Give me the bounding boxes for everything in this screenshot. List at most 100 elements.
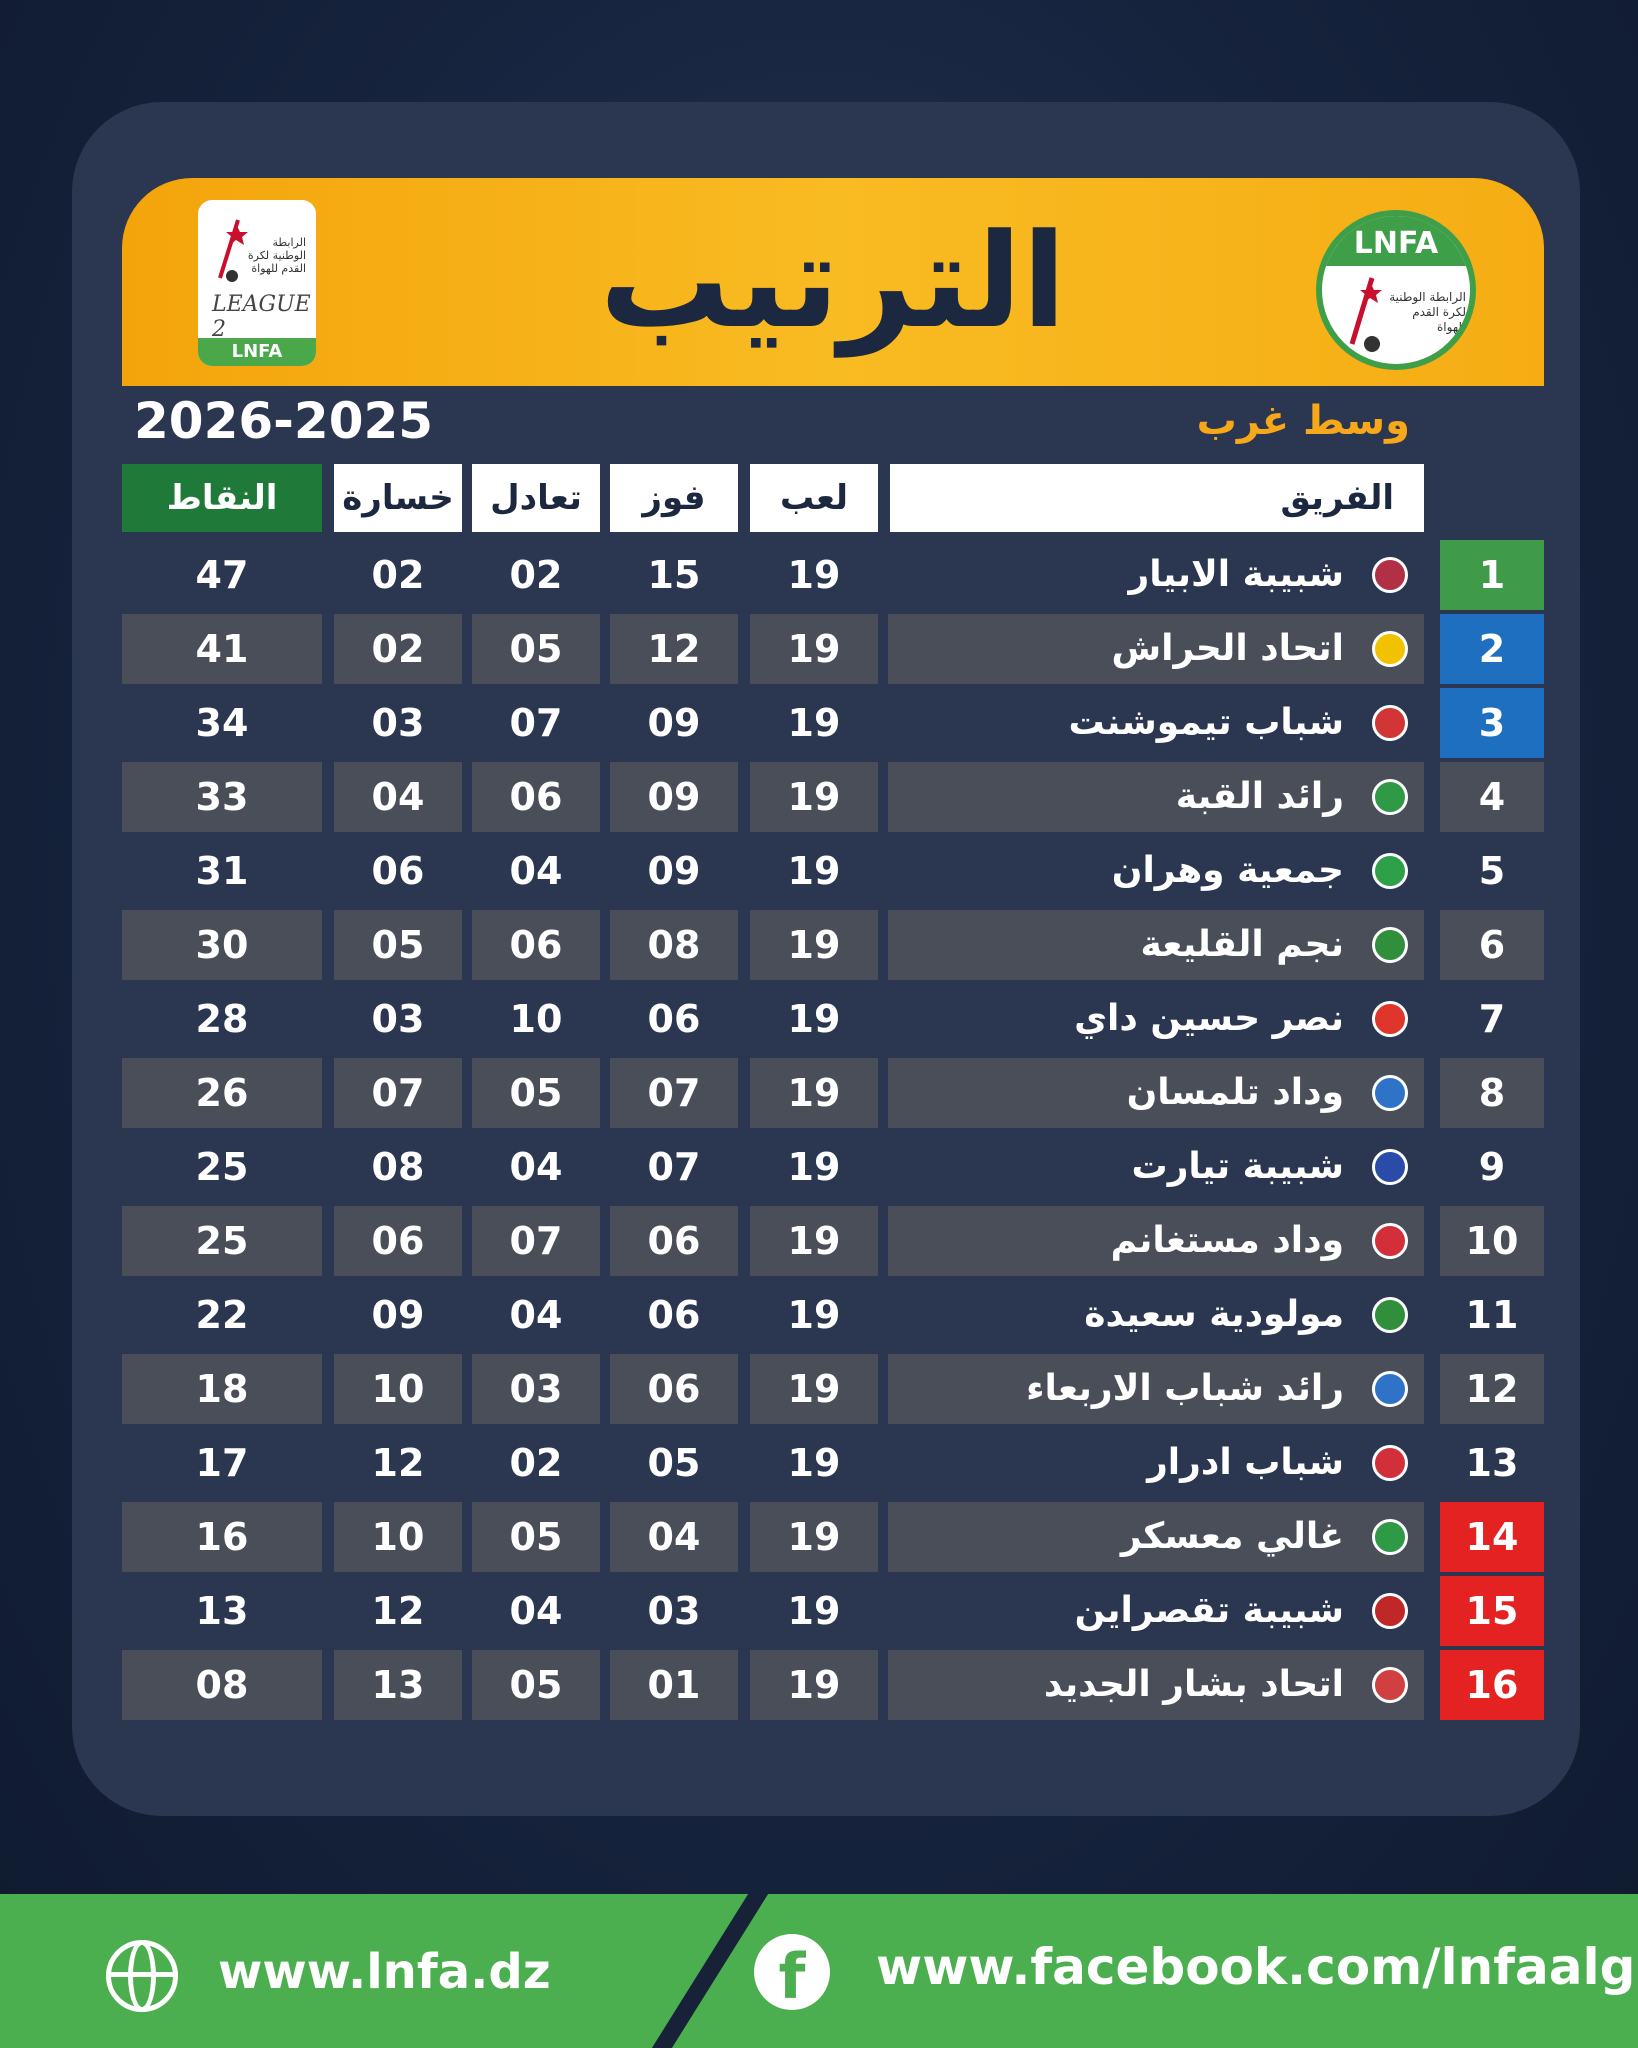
- drawn-cell: 02: [509, 1441, 563, 1485]
- played-cell: 19: [750, 910, 878, 980]
- played-cell: 19: [750, 1502, 878, 1572]
- points-cell: 16: [122, 1502, 322, 1572]
- won-cell: 06: [610, 1206, 738, 1276]
- points-cell: 25: [195, 1145, 249, 1189]
- table-row: 33 04 06 09 19 رائد القبة 4: [0, 762, 1638, 832]
- played-cell: 19: [787, 1441, 841, 1485]
- team-crest-icon: [1372, 631, 1408, 667]
- rank-cell: 2: [1440, 614, 1544, 684]
- team-crest-icon: [1372, 1149, 1408, 1185]
- points-cell: 47: [195, 553, 249, 597]
- region-label: وسط غرب: [1196, 398, 1410, 444]
- won-cell: 08: [610, 910, 738, 980]
- played-cell: 19: [787, 849, 841, 893]
- table-row: 16 10 05 04 19 غالي معسكر 14: [0, 1502, 1638, 1572]
- header-lost: خسارة: [334, 464, 462, 532]
- played-cell: 19: [750, 1206, 878, 1276]
- table-row: 47 02 02 15 19 شبيبة الابيار 1: [0, 540, 1638, 610]
- points-cell: 41: [122, 614, 322, 684]
- drawn-cell: 02: [509, 553, 563, 597]
- season-label: 2026-2025: [134, 392, 434, 450]
- team-name-cell: شبيبة تيارت: [1131, 1146, 1344, 1187]
- points-cell: 34: [195, 701, 249, 745]
- rank-cell: 1: [1440, 540, 1544, 610]
- team-name-cell: مولودية سعيدة: [1084, 1294, 1344, 1335]
- played-cell: 19: [750, 1058, 878, 1128]
- team-crest-icon: [1372, 927, 1408, 963]
- table-row: 25 08 04 07 19 شبيبة تيارت 9: [0, 1132, 1638, 1202]
- team-name-cell: شبيبة الابيار: [1128, 554, 1344, 595]
- played-cell: 19: [787, 1589, 841, 1633]
- won-cell: 07: [647, 1145, 701, 1189]
- drawn-cell: 05: [472, 614, 600, 684]
- drawn-cell: 04: [509, 1589, 563, 1633]
- won-cell: 07: [610, 1058, 738, 1128]
- header-won: فوز: [610, 464, 738, 532]
- lost-cell: 02: [334, 614, 462, 684]
- drawn-cell: 05: [472, 1650, 600, 1720]
- team-name-cell: رائد القبة: [888, 762, 1424, 832]
- team-name-cell: نجم القليعة: [888, 910, 1424, 980]
- drawn-cell: 07: [509, 701, 563, 745]
- drawn-cell: 10: [509, 997, 563, 1041]
- rank-cell: 13: [1465, 1441, 1519, 1485]
- team-name-cell: شبيبة تقصراين: [1074, 1590, 1344, 1631]
- drawn-cell: 04: [509, 849, 563, 893]
- lost-cell: 10: [334, 1502, 462, 1572]
- lost-cell: 10: [334, 1354, 462, 1424]
- team-name-cell: شباب تيموشنت: [1068, 702, 1344, 743]
- team-crest-icon: [1372, 1223, 1408, 1259]
- facebook-link[interactable]: www.facebook.com/lnfaalg: [876, 1938, 1636, 1996]
- rank-cell: 10: [1440, 1206, 1544, 1276]
- league2-sub: LNFA: [198, 338, 316, 366]
- lost-cell: 12: [371, 1441, 425, 1485]
- lost-cell: 04: [334, 762, 462, 832]
- won-cell: 09: [610, 762, 738, 832]
- team-name-cell: نصر حسين داي: [1074, 998, 1344, 1039]
- points-cell: 26: [122, 1058, 322, 1128]
- points-cell: 13: [195, 1589, 249, 1633]
- lost-cell: 03: [371, 997, 425, 1041]
- team-crest-icon: [1372, 853, 1408, 889]
- played-cell: 19: [750, 1354, 878, 1424]
- table-row: 30 05 06 08 19 نجم القليعة 6: [0, 910, 1638, 980]
- website-link[interactable]: www.lnfa.dz: [218, 1944, 551, 2000]
- won-cell: 04: [610, 1502, 738, 1572]
- points-cell: 28: [195, 997, 249, 1041]
- lost-cell: 13: [334, 1650, 462, 1720]
- drawn-cell: 06: [472, 762, 600, 832]
- played-cell: 19: [750, 1650, 878, 1720]
- drawn-cell: 05: [472, 1502, 600, 1572]
- lost-cell: 05: [334, 910, 462, 980]
- drawn-cell: 04: [509, 1293, 563, 1337]
- points-cell: 30: [122, 910, 322, 980]
- table-row: 28 03 10 06 19 نصر حسين داي 7: [0, 984, 1638, 1054]
- points-cell: 18: [122, 1354, 322, 1424]
- team-name-cell: اتحاد الحراش: [888, 614, 1424, 684]
- team-name-cell: رائد شباب الاربعاء: [888, 1354, 1424, 1424]
- lost-cell: 07: [334, 1058, 462, 1128]
- rank-cell: 15: [1440, 1576, 1544, 1646]
- rank-cell: 8: [1440, 1058, 1544, 1128]
- rank-cell: 14: [1440, 1502, 1544, 1572]
- lnfa-emblem-icon: [1349, 277, 1382, 352]
- table-row: 22 09 04 06 19 مولودية سعيدة 11: [0, 1280, 1638, 1350]
- points-cell: 08: [122, 1650, 322, 1720]
- table-row: 08 13 05 01 19 اتحاد بشار الجديد 16: [0, 1650, 1638, 1720]
- rank-cell: 12: [1440, 1354, 1544, 1424]
- won-cell: 01: [610, 1650, 738, 1720]
- team-crest-icon: [1372, 1297, 1408, 1333]
- team-name-cell: وداد تلمسان: [888, 1058, 1424, 1128]
- drawn-cell: 05: [472, 1058, 600, 1128]
- won-cell: 06: [647, 997, 701, 1041]
- points-cell: 31: [195, 849, 249, 893]
- rank-cell: 16: [1440, 1650, 1544, 1720]
- team-crest-icon: [1372, 1075, 1408, 1111]
- lost-cell: 06: [371, 849, 425, 893]
- drawn-cell: 04: [509, 1145, 563, 1189]
- table-row: 18 10 03 06 19 رائد شباب الاربعاء 12: [0, 1354, 1638, 1424]
- played-cell: 19: [787, 1293, 841, 1337]
- table-row: 13 12 04 03 19 شبيبة تقصراين 15: [0, 1576, 1638, 1646]
- won-cell: 09: [647, 701, 701, 745]
- league2-arabic-text: الرابطة الوطنية لكرة القدم للهواة: [247, 236, 306, 275]
